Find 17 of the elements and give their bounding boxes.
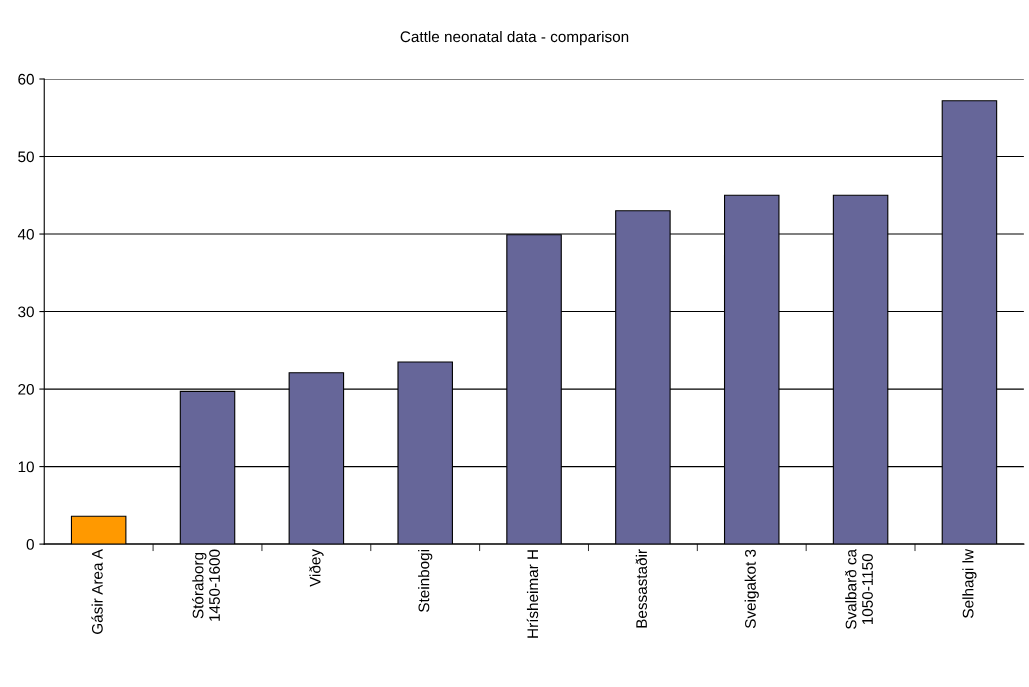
x-tick-label: Viðey: [309, 548, 324, 587]
x-tick-label: Bessastaðir: [635, 549, 647, 628]
x-tick-label: Selhagi lw: [962, 548, 977, 618]
x-tick-label: Steinbogi: [418, 549, 433, 612]
y-tick-label: 0: [26, 538, 34, 550]
x-tick-label: Gásir Area A: [91, 548, 103, 634]
y-tick-label: 10: [18, 461, 34, 473]
x-tick-label: Hrísheimar H: [526, 550, 539, 638]
x-tick-label: Sveigakot 3: [744, 549, 759, 629]
chart-title: Cattle neonatal data - comparison: [400, 30, 629, 46]
y-tick-label: 40: [17, 228, 34, 240]
y-tick-label: 30: [18, 306, 34, 318]
y-tick-label: 60: [18, 73, 34, 85]
x-tick-label: Stóraborg 1450-1600: [192, 549, 220, 621]
y-tick-label: 20: [18, 383, 34, 395]
x-tick-label: Svalbarð ca 1050-1150: [845, 548, 873, 629]
y-tick-label: 50: [18, 151, 34, 163]
